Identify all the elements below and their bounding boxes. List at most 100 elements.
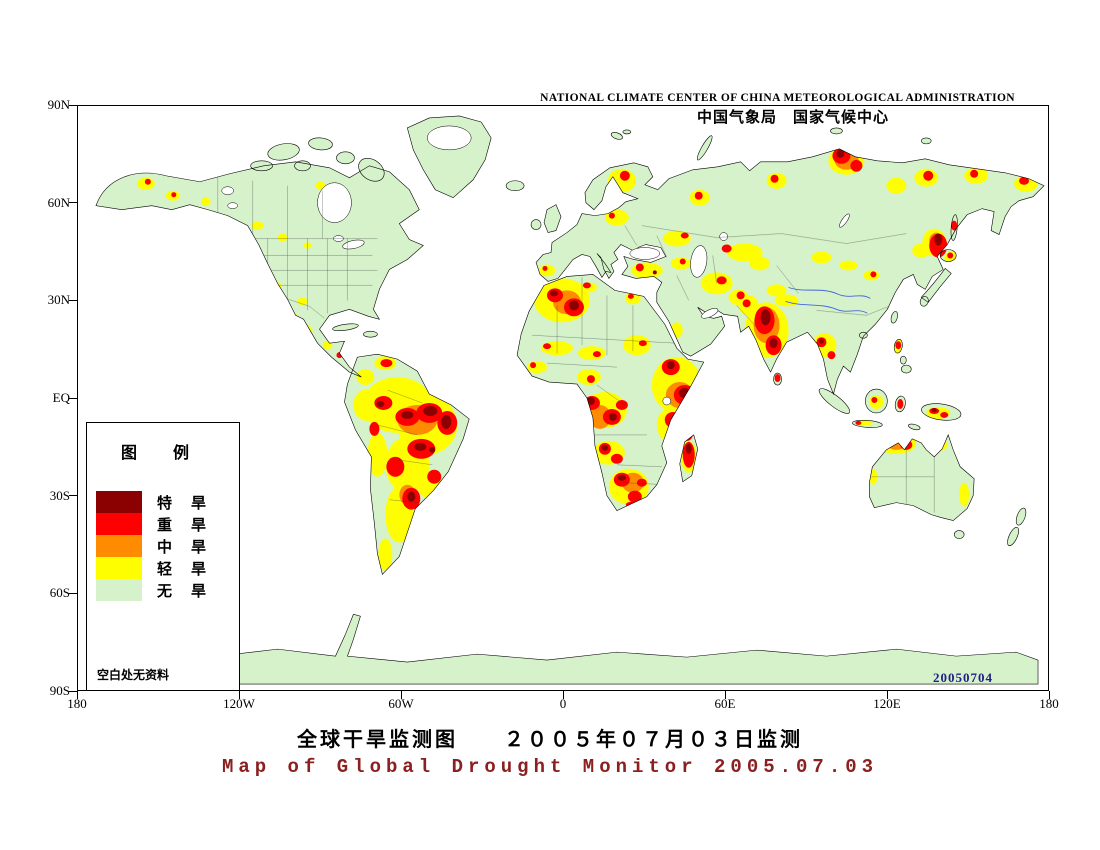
legend-item-label: 特 旱 bbox=[157, 494, 209, 512]
honshu bbox=[921, 268, 952, 303]
lat-label: 90S bbox=[49, 683, 70, 698]
lat-label: EQ bbox=[52, 390, 70, 405]
axis-tick bbox=[724, 691, 726, 699]
drought-region-extreme bbox=[568, 300, 579, 311]
world-map-svg bbox=[95, 115, 1045, 685]
country-border bbox=[816, 305, 892, 316]
legend-swatch-extreme bbox=[96, 491, 142, 513]
axis-tick bbox=[69, 299, 77, 301]
island bbox=[920, 296, 929, 307]
drought-region-severe bbox=[923, 170, 934, 181]
island bbox=[308, 137, 333, 150]
island bbox=[267, 143, 300, 161]
antarctica bbox=[107, 614, 1039, 685]
drought-region-severe bbox=[386, 456, 405, 477]
drought-region-extreme bbox=[685, 443, 692, 454]
eurasia bbox=[536, 148, 1045, 395]
drought-region-moderate bbox=[588, 404, 611, 429]
drought-region-severe bbox=[380, 359, 393, 368]
inland-water-layer bbox=[221, 125, 850, 406]
lon-label: 0 bbox=[559, 696, 567, 711]
drought-region-severe bbox=[608, 212, 615, 219]
island bbox=[921, 137, 932, 144]
drought-region-severe bbox=[883, 432, 900, 445]
island bbox=[697, 135, 713, 161]
drought-region-severe bbox=[870, 271, 877, 278]
drought-region-extreme bbox=[769, 338, 778, 349]
river bbox=[785, 300, 868, 314]
drought-region-light bbox=[166, 263, 183, 284]
madagascar bbox=[679, 434, 699, 483]
drought-region-light bbox=[353, 389, 382, 421]
water-body bbox=[701, 308, 719, 319]
island bbox=[696, 135, 713, 161]
drought-region-extreme bbox=[423, 405, 438, 416]
africa bbox=[516, 274, 705, 511]
island bbox=[1016, 508, 1026, 526]
country-border bbox=[387, 389, 423, 404]
agency-name-chinese: 中国气象局 国家气候中心 bbox=[697, 109, 890, 126]
axis-tick bbox=[1048, 691, 1050, 699]
drought-region-extreme bbox=[401, 410, 414, 419]
legend-swatch-severe bbox=[96, 513, 142, 535]
drought-region-light bbox=[622, 335, 651, 356]
drought-region-severe bbox=[682, 441, 695, 468]
north-america bbox=[95, 161, 424, 378]
axis-tick bbox=[69, 690, 77, 692]
lat-label: 90N bbox=[47, 97, 70, 112]
drought-region-extreme bbox=[376, 400, 385, 407]
drought-region-severe bbox=[951, 220, 958, 231]
drought-region-severe bbox=[636, 478, 647, 487]
island bbox=[530, 219, 542, 230]
axis-tick bbox=[400, 691, 402, 699]
drought-region-extreme bbox=[550, 290, 559, 297]
island bbox=[336, 151, 355, 164]
drought-region-extreme bbox=[407, 491, 416, 502]
axis-tick bbox=[69, 104, 77, 106]
island bbox=[908, 423, 921, 431]
axis-tick bbox=[562, 691, 564, 699]
drought-region-light bbox=[766, 284, 787, 297]
africa bbox=[517, 274, 704, 511]
drought-region-severe bbox=[897, 398, 904, 409]
country-border bbox=[282, 297, 325, 319]
island bbox=[1015, 507, 1027, 526]
island bbox=[1007, 527, 1019, 547]
island bbox=[308, 137, 333, 151]
drought-region-light bbox=[322, 341, 333, 350]
island bbox=[358, 158, 385, 182]
drought-region-severe bbox=[680, 428, 693, 441]
island bbox=[363, 331, 378, 338]
drought-region-severe bbox=[716, 276, 727, 285]
coastline-layer bbox=[95, 115, 1045, 685]
drought-region-light bbox=[367, 432, 388, 477]
island bbox=[865, 388, 888, 414]
island bbox=[894, 395, 906, 413]
island bbox=[921, 403, 962, 421]
island bbox=[332, 323, 359, 332]
island bbox=[950, 214, 958, 241]
legend-item-label: 无 旱 bbox=[157, 582, 209, 600]
island bbox=[852, 419, 883, 428]
drought-region-severe bbox=[169, 247, 180, 260]
lon-label: 120E bbox=[873, 696, 901, 711]
drought-region-light bbox=[258, 297, 269, 306]
drought-region-severe bbox=[615, 399, 628, 410]
australia bbox=[869, 434, 975, 521]
drought-region-light bbox=[378, 538, 393, 571]
water-body bbox=[719, 232, 728, 241]
country-border bbox=[624, 225, 637, 246]
legend-item: 重 旱 bbox=[96, 513, 239, 535]
drought-region-severe bbox=[610, 186, 619, 195]
drought-region-light bbox=[356, 369, 375, 386]
country-border bbox=[547, 362, 617, 368]
drought-region-severe bbox=[369, 421, 380, 436]
drought-region-light bbox=[856, 419, 873, 426]
water-body bbox=[839, 213, 850, 228]
country-border bbox=[532, 335, 677, 344]
island bbox=[773, 372, 782, 386]
drought-region-light bbox=[249, 271, 258, 280]
island bbox=[267, 143, 300, 161]
axis-tick bbox=[886, 691, 888, 699]
water-body bbox=[221, 186, 234, 195]
